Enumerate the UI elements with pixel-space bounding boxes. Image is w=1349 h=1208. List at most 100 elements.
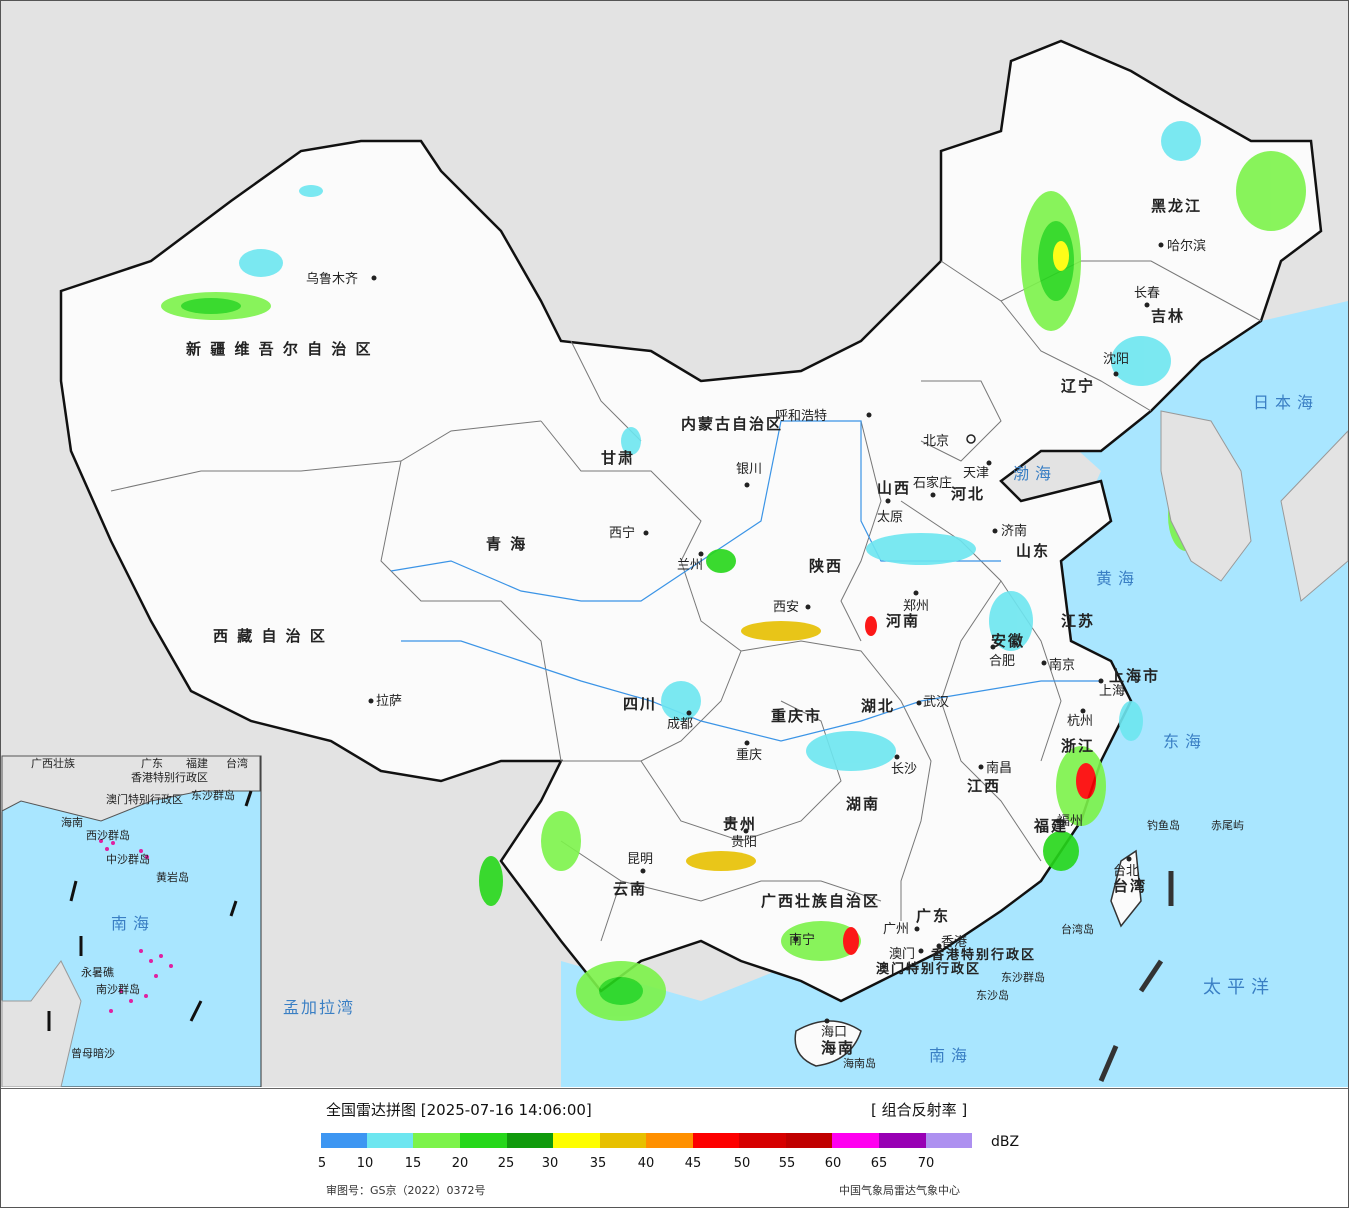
korea-peninsula (1160, 410, 1252, 582)
city-label: 呼和浩特 (775, 409, 827, 424)
scale-tick: 55 (778, 1156, 796, 1171)
island-label: 赤尾屿 (1211, 819, 1244, 832)
province-label: 陕西 (809, 557, 843, 575)
city-label: 乌鲁木齐 (306, 271, 358, 287)
taiwan-island (1110, 849, 1142, 928)
province-label: 甘肃 (601, 449, 635, 467)
province-label: 浙江 (1061, 737, 1095, 755)
inset-label: 西沙群岛 (86, 828, 130, 842)
city-label: 杭州 (1067, 714, 1093, 729)
south-china-sea-inset: 广西壮族 广东 福建 台湾 香港特别行政区 澳门特别行政区 东沙群岛 海南 西沙… (1, 755, 262, 1087)
scale-swatch-10 (367, 1133, 413, 1148)
scale-swatch-25 (507, 1133, 553, 1148)
legend-unit: dBZ (991, 1134, 1020, 1150)
scale-tick: 10 (356, 1156, 374, 1171)
legend-title: 全国雷达拼图 [2025-07-16 14:06:00] (326, 1101, 592, 1119)
province-label: 吉林 (1151, 307, 1185, 325)
scale-swatch-70 (926, 1133, 972, 1148)
province-label: 青 海 (486, 535, 527, 553)
city-label: 西宁 (609, 525, 635, 541)
province-label: 西 藏 自 治 区 (213, 627, 327, 645)
inset-label: 澳门特别行政区 (106, 792, 183, 806)
province-label: 香港特别行政区 (930, 947, 1036, 963)
scale-tick: 5 (317, 1156, 327, 1171)
city-label: 长春 (1134, 286, 1160, 301)
inset-label: 东沙群岛 (191, 788, 235, 802)
city-label: 长沙 (891, 762, 917, 777)
province-label: 广东 (916, 907, 950, 925)
scale-swatch-20 (460, 1133, 507, 1148)
city-label: 南宁 (789, 932, 815, 948)
province-label: 海南 (821, 1039, 855, 1057)
legend-product: [ 组合反射率 ] (871, 1101, 968, 1119)
review-number: 审图号：GS京（2022）0372号 (326, 1184, 486, 1197)
inset-label: 香港特别行政区 (131, 770, 208, 784)
island-label: 海南岛 (843, 1056, 876, 1070)
inset-label: 中沙群岛 (106, 852, 150, 866)
scale-swatch-45 (693, 1133, 739, 1148)
city-label: 石家庄 (913, 475, 952, 491)
scale-swatch-35 (600, 1133, 646, 1148)
city-label: 拉萨 (376, 694, 402, 709)
inset-label: 海南 (61, 815, 83, 829)
province-label: 内蒙古自治区 (681, 415, 783, 433)
scale-tick: 30 (541, 1156, 559, 1171)
sea-label: 南海 (929, 1046, 973, 1065)
city-label: 北京 (923, 434, 949, 449)
inset-label: 福建 (186, 756, 208, 770)
scale-tick: 35 (589, 1156, 607, 1171)
province-label: 云南 (613, 880, 647, 898)
province-label: 江西 (967, 777, 1001, 795)
province-label: 湖南 (846, 795, 880, 813)
scale-tick: 25 (497, 1156, 515, 1171)
radar-legend (1, 1088, 1348, 1207)
inset-label: 永暑礁 (81, 965, 114, 979)
city-label: 兰州 (677, 558, 703, 573)
scale-swatch-40 (646, 1133, 693, 1148)
china-radar-map[interactable]: 广西壮族 广东 福建 台湾 香港特别行政区 澳门特别行政区 东沙群岛 海南 西沙… (1, 1, 1348, 1087)
island-label: 东沙群岛 (1001, 970, 1045, 984)
city-label: 上海 (1099, 684, 1125, 699)
scale-tick: 40 (637, 1156, 655, 1171)
province-label: 广西壮族自治区 (761, 892, 880, 910)
province-label: 江苏 (1061, 612, 1095, 630)
province-label: 上海市 (1109, 667, 1160, 685)
province-label: 四川 (623, 695, 657, 713)
island-label: 东沙岛 (976, 988, 1009, 1002)
city-label: 海口 (821, 1025, 847, 1040)
island-label: 钓鱼岛 (1147, 818, 1180, 832)
city-label: 合肥 (989, 654, 1015, 669)
scale-swatch-60 (832, 1133, 879, 1148)
scale-swatch-15 (413, 1133, 460, 1148)
city-label: 重庆 (736, 747, 762, 763)
city-label: 福州 (1057, 814, 1083, 829)
sea-label: 日本海 (1253, 393, 1319, 412)
maritime-boundary (1098, 871, 1174, 1082)
map-canvas: 广西壮族 广东 福建 台湾 香港特别行政区 澳门特别行政区 东沙群岛 海南 西沙… (1, 1, 1348, 1087)
province-label: 澳门特别行政区 (876, 961, 981, 977)
province-label: 辽宁 (1061, 377, 1095, 395)
sea-label: 太平洋 (1203, 977, 1275, 998)
sea-label: 渤海 (1013, 464, 1057, 483)
province-label: 重庆市 (771, 707, 822, 725)
rivers (390, 420, 1101, 742)
province-label: 黑龙江 (1151, 197, 1202, 215)
city-label: 南昌 (986, 760, 1012, 776)
scale-tick: 65 (870, 1156, 888, 1171)
city-label: 成都 (667, 717, 693, 732)
city-label: 济南 (1001, 523, 1027, 539)
inset-label: 台湾 (226, 756, 248, 770)
city-label: 广州 (883, 922, 909, 937)
inset-label: 曾母暗沙 (71, 1046, 115, 1060)
city-label: 武汉 (923, 695, 949, 710)
sea-label: 东海 (1163, 732, 1207, 751)
inset-label: 南沙群岛 (96, 982, 140, 996)
island-label: 台湾岛 (1061, 922, 1094, 936)
city-label: 太原 (877, 510, 903, 525)
sea-label: 黄海 (1096, 569, 1140, 588)
province-label: 台湾 (1113, 877, 1147, 895)
scale-tick: 60 (824, 1156, 842, 1171)
radar-echoes (161, 121, 1306, 1021)
scale-tick: 70 (917, 1156, 935, 1171)
